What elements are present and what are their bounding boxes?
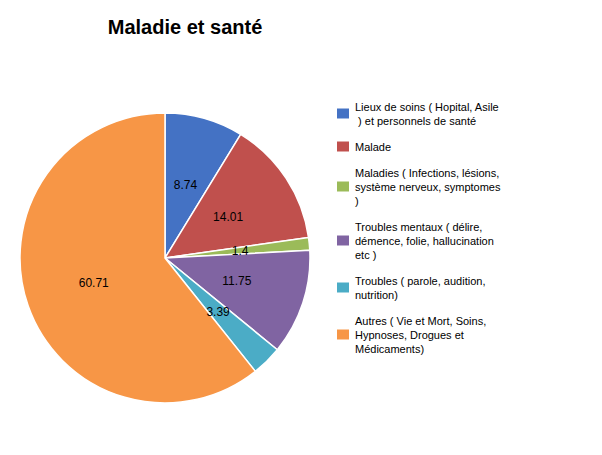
svg-text:Autres ( Vie et Mort, Soins,: Autres ( Vie et Mort, Soins, <box>355 315 486 327</box>
svg-text:Médicaments): Médicaments) <box>355 343 424 355</box>
svg-text:8.74: 8.74 <box>174 178 198 192</box>
svg-text:Maladie et santé: Maladie et santé <box>108 16 263 38</box>
svg-text:) et personnels de santé: ) et personnels de santé <box>355 115 476 127</box>
svg-text:démence, folie, hallucination: démence, folie, hallucination <box>355 235 494 247</box>
svg-text:): ) <box>355 195 359 207</box>
svg-text:3.39: 3.39 <box>206 305 230 319</box>
svg-text:système nerveux, symptomes: système nerveux, symptomes <box>355 181 501 193</box>
svg-text:Hypnoses, Drogues et: Hypnoses, Drogues et <box>355 329 464 341</box>
svg-text:1.4: 1.4 <box>232 244 249 258</box>
svg-text:Troubles mentaux ( délire,: Troubles mentaux ( délire, <box>355 221 482 233</box>
svg-text:nutrition): nutrition) <box>355 289 398 301</box>
svg-text:11.75: 11.75 <box>222 274 251 288</box>
svg-text:Malade: Malade <box>355 141 391 153</box>
svg-text:Lieux de soins ( Hopital, Asil: Lieux de soins ( Hopital, Asile <box>355 101 499 113</box>
svg-text:Troubles ( parole, audition,: Troubles ( parole, audition, <box>355 275 485 287</box>
svg-text:14.01: 14.01 <box>213 210 243 224</box>
svg-text:etc ): etc ) <box>355 249 376 261</box>
svg-text:Maladies ( Infections, lésions: Maladies ( Infections, lésions, <box>355 167 499 179</box>
svg-text:60.71: 60.71 <box>79 276 109 290</box>
